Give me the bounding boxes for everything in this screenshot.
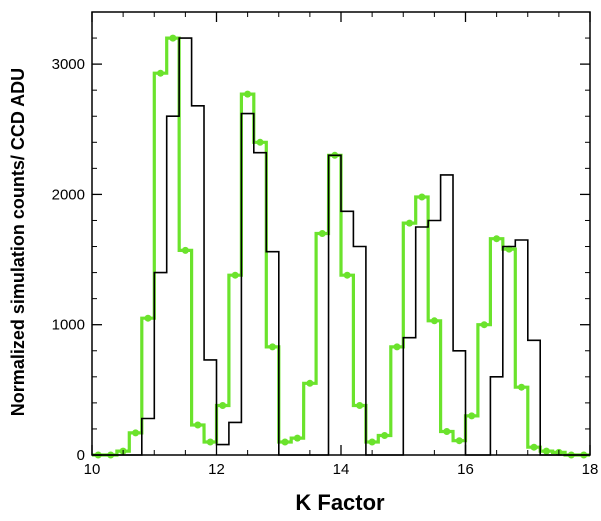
series-point — [219, 402, 227, 409]
series-point — [480, 321, 488, 329]
series-point — [368, 438, 376, 446]
y-tick-label: 1000 — [52, 317, 85, 334]
series-point — [455, 437, 463, 445]
x-tick-labels: 10 12 14 16 18 — [84, 461, 599, 478]
series-layer — [92, 34, 590, 459]
series-point — [318, 230, 326, 237]
series-line — [92, 37, 590, 456]
series-point — [430, 317, 438, 325]
series-point — [505, 245, 513, 253]
series-point — [293, 434, 301, 442]
series-point — [381, 432, 389, 439]
y-tick-labels: 0 1000 2000 3000 — [52, 56, 85, 464]
series-point — [169, 34, 177, 42]
x-tick-label: 18 — [582, 461, 599, 478]
series-point — [144, 314, 152, 322]
series-point — [206, 438, 214, 446]
x-tick-label: 10 — [84, 461, 101, 478]
y-tick-label: 0 — [77, 447, 85, 464]
x-tick-label: 16 — [457, 461, 474, 478]
series-black-steps — [92, 37, 590, 456]
series-point — [530, 443, 538, 451]
series-point — [393, 343, 401, 351]
series-point — [244, 90, 252, 98]
y-axis-title: Normalized simulation counts/ CCD ADU — [8, 68, 28, 416]
series-point — [493, 235, 501, 243]
series-point — [518, 383, 525, 391]
series-green-steps — [92, 34, 590, 459]
y-tick-label: 3000 — [52, 56, 85, 73]
series-point — [542, 447, 550, 455]
series-point — [443, 428, 451, 435]
series-point — [231, 271, 239, 279]
series-point — [343, 271, 351, 279]
series-point — [406, 219, 413, 227]
series-point — [256, 138, 264, 146]
series-point — [194, 421, 202, 429]
series-line — [92, 36, 590, 457]
x-tick-label: 12 — [208, 461, 225, 478]
series-point — [132, 429, 140, 437]
x-axis-title: K Factor — [295, 490, 385, 515]
plot-frame — [91, 11, 591, 456]
series-point — [269, 343, 276, 351]
series-point — [418, 193, 426, 201]
series-point — [306, 379, 314, 387]
series-point — [356, 402, 364, 409]
series-point — [181, 246, 189, 254]
series-point — [468, 412, 476, 420]
y-tick-label: 2000 — [52, 186, 85, 203]
series-point — [281, 438, 289, 446]
series-point — [157, 69, 164, 77]
x-tick-label: 14 — [333, 461, 350, 478]
